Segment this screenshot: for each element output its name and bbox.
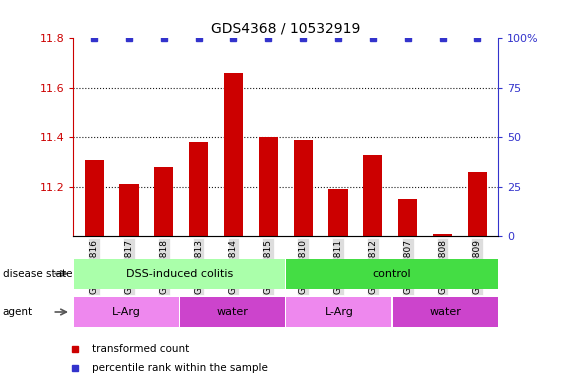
Text: disease state: disease state [3,268,72,279]
Text: water: water [217,307,248,317]
Title: GDS4368 / 10532919: GDS4368 / 10532919 [211,22,360,36]
Bar [398,199,417,236]
Text: L-Arg: L-Arg [324,307,354,317]
FancyBboxPatch shape [287,258,498,289]
Bar [224,73,243,236]
Bar [328,189,347,236]
FancyBboxPatch shape [287,297,391,327]
Text: control: control [373,268,412,279]
Text: water: water [429,307,461,317]
FancyBboxPatch shape [74,297,178,327]
Bar [433,234,452,236]
Bar [468,172,487,236]
Text: L-Arg: L-Arg [112,307,141,317]
Bar [119,184,138,236]
Text: percentile rank within the sample: percentile rank within the sample [92,362,268,372]
FancyBboxPatch shape [393,297,498,327]
Text: agent: agent [3,307,33,317]
Bar [259,137,278,236]
Text: DSS-induced colitis: DSS-induced colitis [126,268,233,279]
Text: transformed count: transformed count [92,344,189,354]
Bar [84,159,104,236]
Bar [189,142,208,236]
FancyBboxPatch shape [180,297,285,327]
Bar [154,167,173,236]
Bar [363,155,382,236]
FancyBboxPatch shape [74,258,285,289]
Bar [293,140,312,236]
